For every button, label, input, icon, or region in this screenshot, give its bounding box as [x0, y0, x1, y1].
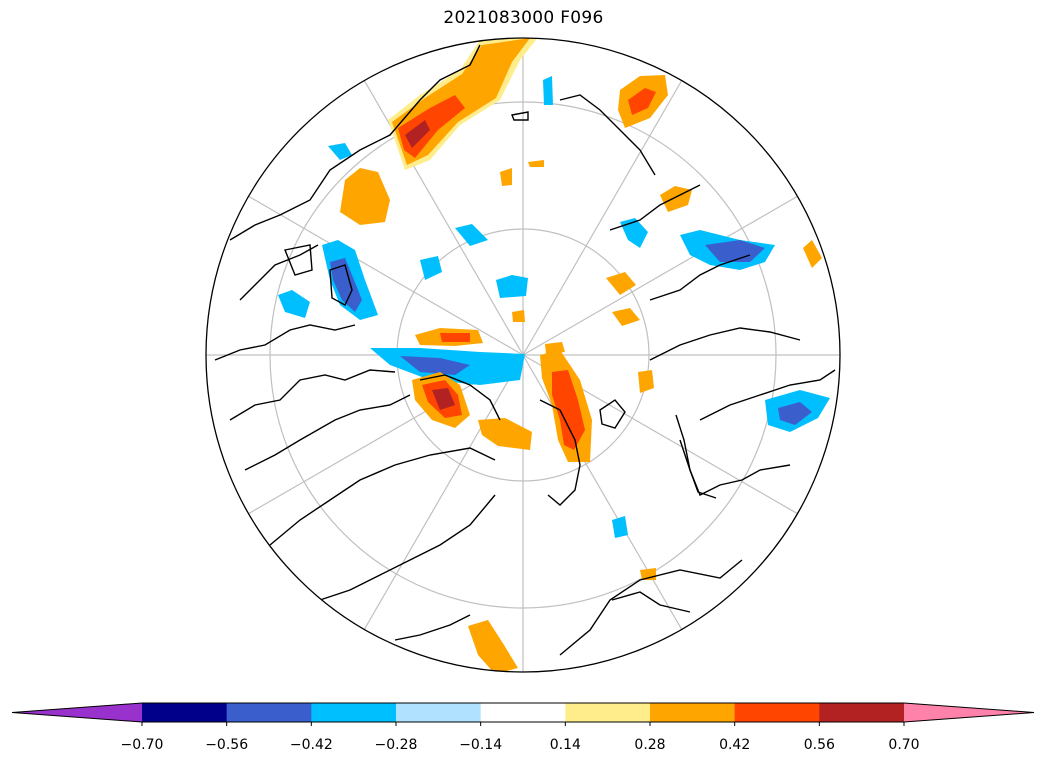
colorbar-segment	[819, 703, 905, 722]
colorbar-segment	[650, 703, 736, 722]
colorbar-tick-label: −0.14	[459, 737, 502, 753]
colorbar-segment	[142, 703, 228, 722]
colorbar-tick-label: 0.28	[634, 737, 665, 753]
colorbar-tick-label: 0.42	[719, 737, 750, 753]
colorbar-segment	[734, 703, 820, 722]
colorbar-tick-label: −0.70	[121, 737, 164, 753]
anomaly-contours	[278, 38, 830, 672]
map-title: 2021083000 F096	[443, 8, 604, 28]
colorbar-tick-label: 0.70	[888, 737, 919, 753]
colorbar-segment	[480, 703, 566, 722]
map-boundary	[205, 37, 841, 673]
colorbar-segment	[226, 703, 312, 722]
colorbar-segments	[11, 702, 1035, 723]
colorbar-segment	[396, 703, 482, 722]
colorbar-tick-label: −0.28	[375, 737, 418, 753]
colorbar-tick-label: −0.56	[205, 737, 248, 753]
colorbar-tick-label: −0.42	[290, 737, 333, 753]
colorbar-extend-max	[904, 703, 1034, 722]
colorbar-tick-label: 0.14	[550, 737, 581, 753]
colorbar-ticks: −0.70 −0.56 −0.42 −0.28 −0.14 0.14 0.28 0.42 0.5…	[121, 722, 920, 753]
colorbar-extend-min	[12, 703, 142, 722]
coastlines	[214, 44, 836, 656]
colorbar-segment	[565, 703, 651, 722]
colorbar-tick-label: 0.56	[804, 737, 835, 753]
colorbar-segment	[311, 703, 397, 722]
